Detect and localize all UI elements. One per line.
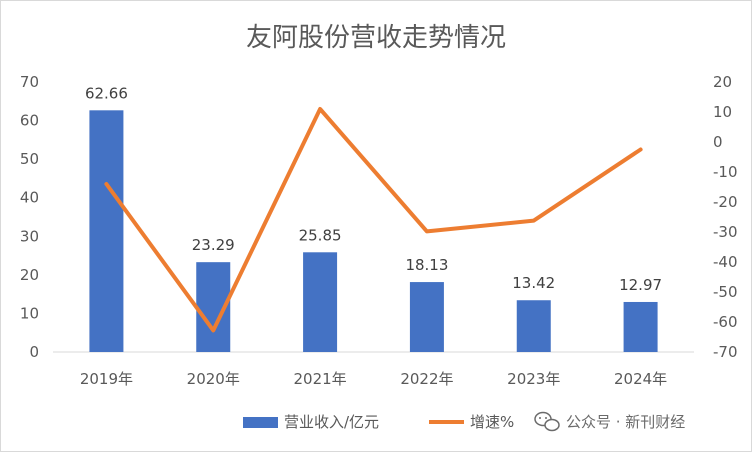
right-tick-label: -40 <box>713 253 738 271</box>
growth-point <box>426 230 428 232</box>
category-labels: 2019年 2020年 2021年 2022年 2023年 2024年 <box>80 370 667 388</box>
growth-point <box>319 108 321 110</box>
right-tick-label: -60 <box>713 313 738 331</box>
left-tick-label: 50 <box>20 150 39 168</box>
bar <box>623 301 658 352</box>
left-tick-label: 70 <box>20 73 39 91</box>
right-tick-label: 0 <box>713 133 723 151</box>
category-label: 2022年 <box>400 370 453 388</box>
category-label: 2019年 <box>80 370 133 388</box>
bar-data-label: 62.66 <box>85 84 128 102</box>
legend: 营业收入/亿元 增速% <box>243 413 514 431</box>
left-tick-label: 30 <box>20 227 39 245</box>
legend-label-revenue: 营业收入/亿元 <box>284 413 379 431</box>
right-tick-label: -10 <box>713 163 738 181</box>
bar-data-labels: 62.66 23.29 25.85 18.13 13.42 12.97 <box>85 84 662 294</box>
legend-swatch-revenue <box>243 417 278 428</box>
right-tick-label: 10 <box>713 103 732 121</box>
category-label: 2024年 <box>614 370 667 388</box>
bar-series <box>89 110 658 352</box>
left-tick-label: 10 <box>20 304 39 322</box>
left-tick-label: 20 <box>20 266 39 284</box>
bar-data-label: 18.13 <box>405 256 448 274</box>
growth-point <box>212 329 214 331</box>
bar-data-label: 25.85 <box>299 226 342 244</box>
bar <box>409 282 444 352</box>
left-tick-label: 40 <box>20 189 39 207</box>
bar-data-label: 12.97 <box>619 276 662 294</box>
right-tick-label: -30 <box>713 223 738 241</box>
growth-line <box>104 107 643 333</box>
bar <box>89 110 124 352</box>
legend-label-growth: 增速% <box>470 413 514 431</box>
category-label: 2023年 <box>507 370 560 388</box>
left-tick-label: 60 <box>20 112 39 130</box>
line-series <box>104 107 643 333</box>
chart-title: 友阿股份营收走势情况 <box>246 23 506 53</box>
growth-point <box>533 220 535 222</box>
right-tick-label: -20 <box>713 193 738 211</box>
left-tick-label: 0 <box>29 343 39 361</box>
bar <box>303 252 338 352</box>
category-label: 2021年 <box>293 370 346 388</box>
bar-data-label: 23.29 <box>192 236 235 254</box>
growth-point <box>640 149 642 150</box>
bar <box>516 300 551 352</box>
right-tick-label: -50 <box>713 283 738 301</box>
growth-point <box>105 183 107 185</box>
right-tick-label: 20 <box>713 73 732 91</box>
left-axis-ticks: 70 60 50 40 30 20 10 0 <box>20 73 39 361</box>
watermark: 公众号 · 新刊财经 <box>534 411 685 432</box>
category-label: 2020年 <box>187 370 240 388</box>
watermark-text: 公众号 · 新刊财经 <box>566 413 685 431</box>
right-tick-label: -70 <box>713 343 738 361</box>
wechat-icon <box>534 411 560 432</box>
right-axis-ticks: 20 10 0 -10 -20 -30 -40 -50 -60 -70 <box>713 73 738 361</box>
bar-data-label: 13.42 <box>512 274 555 292</box>
